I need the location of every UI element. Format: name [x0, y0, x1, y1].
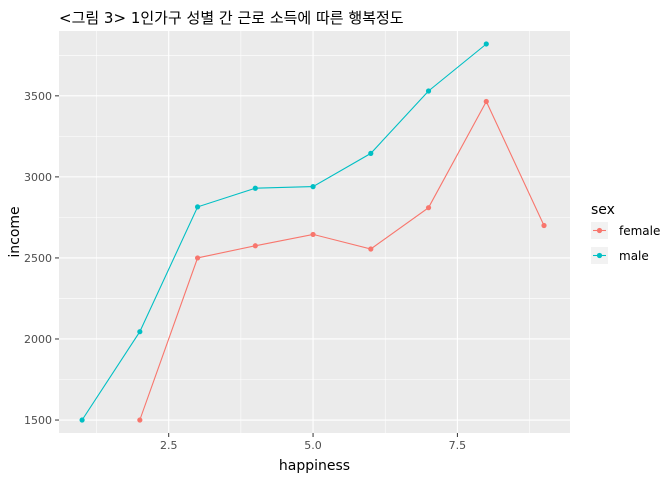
- plot-panel: [59, 31, 570, 433]
- grid-lines: [59, 31, 570, 433]
- y-tick-label: 3500: [24, 90, 52, 103]
- chart-title: <그림 3> 1인가구 성별 간 근로 소득에 따른 행복정도: [59, 9, 404, 27]
- y-tick-label: 1500: [24, 414, 52, 427]
- legend-key-point: [596, 227, 603, 234]
- y-tick-label: 2000: [24, 333, 52, 346]
- data-point-female: [137, 417, 143, 423]
- legend-key-point: [596, 252, 603, 259]
- data-point-male: [137, 329, 143, 335]
- x-axis-label: happiness: [279, 458, 350, 474]
- data-point-female: [541, 222, 547, 229]
- y-tick-label: 2500: [24, 252, 52, 265]
- x-tick-label: 2.5: [160, 439, 178, 452]
- data-point-male: [252, 185, 258, 191]
- data-point-female: [425, 205, 432, 211]
- data-point-female: [368, 246, 374, 252]
- y-axis-label: income: [7, 206, 23, 257]
- data-point-male: [425, 88, 432, 94]
- legend-label-male: male: [619, 249, 649, 263]
- y-tick-label: 3000: [24, 171, 52, 184]
- data-point-male: [483, 41, 489, 47]
- data-point-female: [194, 255, 201, 261]
- legend-title: sex: [591, 202, 615, 218]
- data-point-female: [483, 98, 489, 105]
- x-tick-label: 7.5: [449, 439, 467, 452]
- data-point-male: [194, 204, 201, 210]
- data-point-female: [310, 231, 316, 238]
- data-point-male: [310, 184, 316, 190]
- data-point-female: [252, 243, 258, 249]
- data-point-male: [79, 417, 85, 423]
- series-line-male: [81, 43, 487, 421]
- series-line-female: [139, 100, 545, 421]
- legend-label-female: female: [619, 224, 660, 238]
- axes: 2.5 5.0 7.5 1500 2000 2500 3000 3500: [24, 90, 466, 452]
- series-lines: [79, 41, 547, 423]
- legend: sex female male: [591, 202, 660, 264]
- data-point-male: [368, 150, 374, 156]
- x-tick-label: 5.0: [304, 439, 322, 452]
